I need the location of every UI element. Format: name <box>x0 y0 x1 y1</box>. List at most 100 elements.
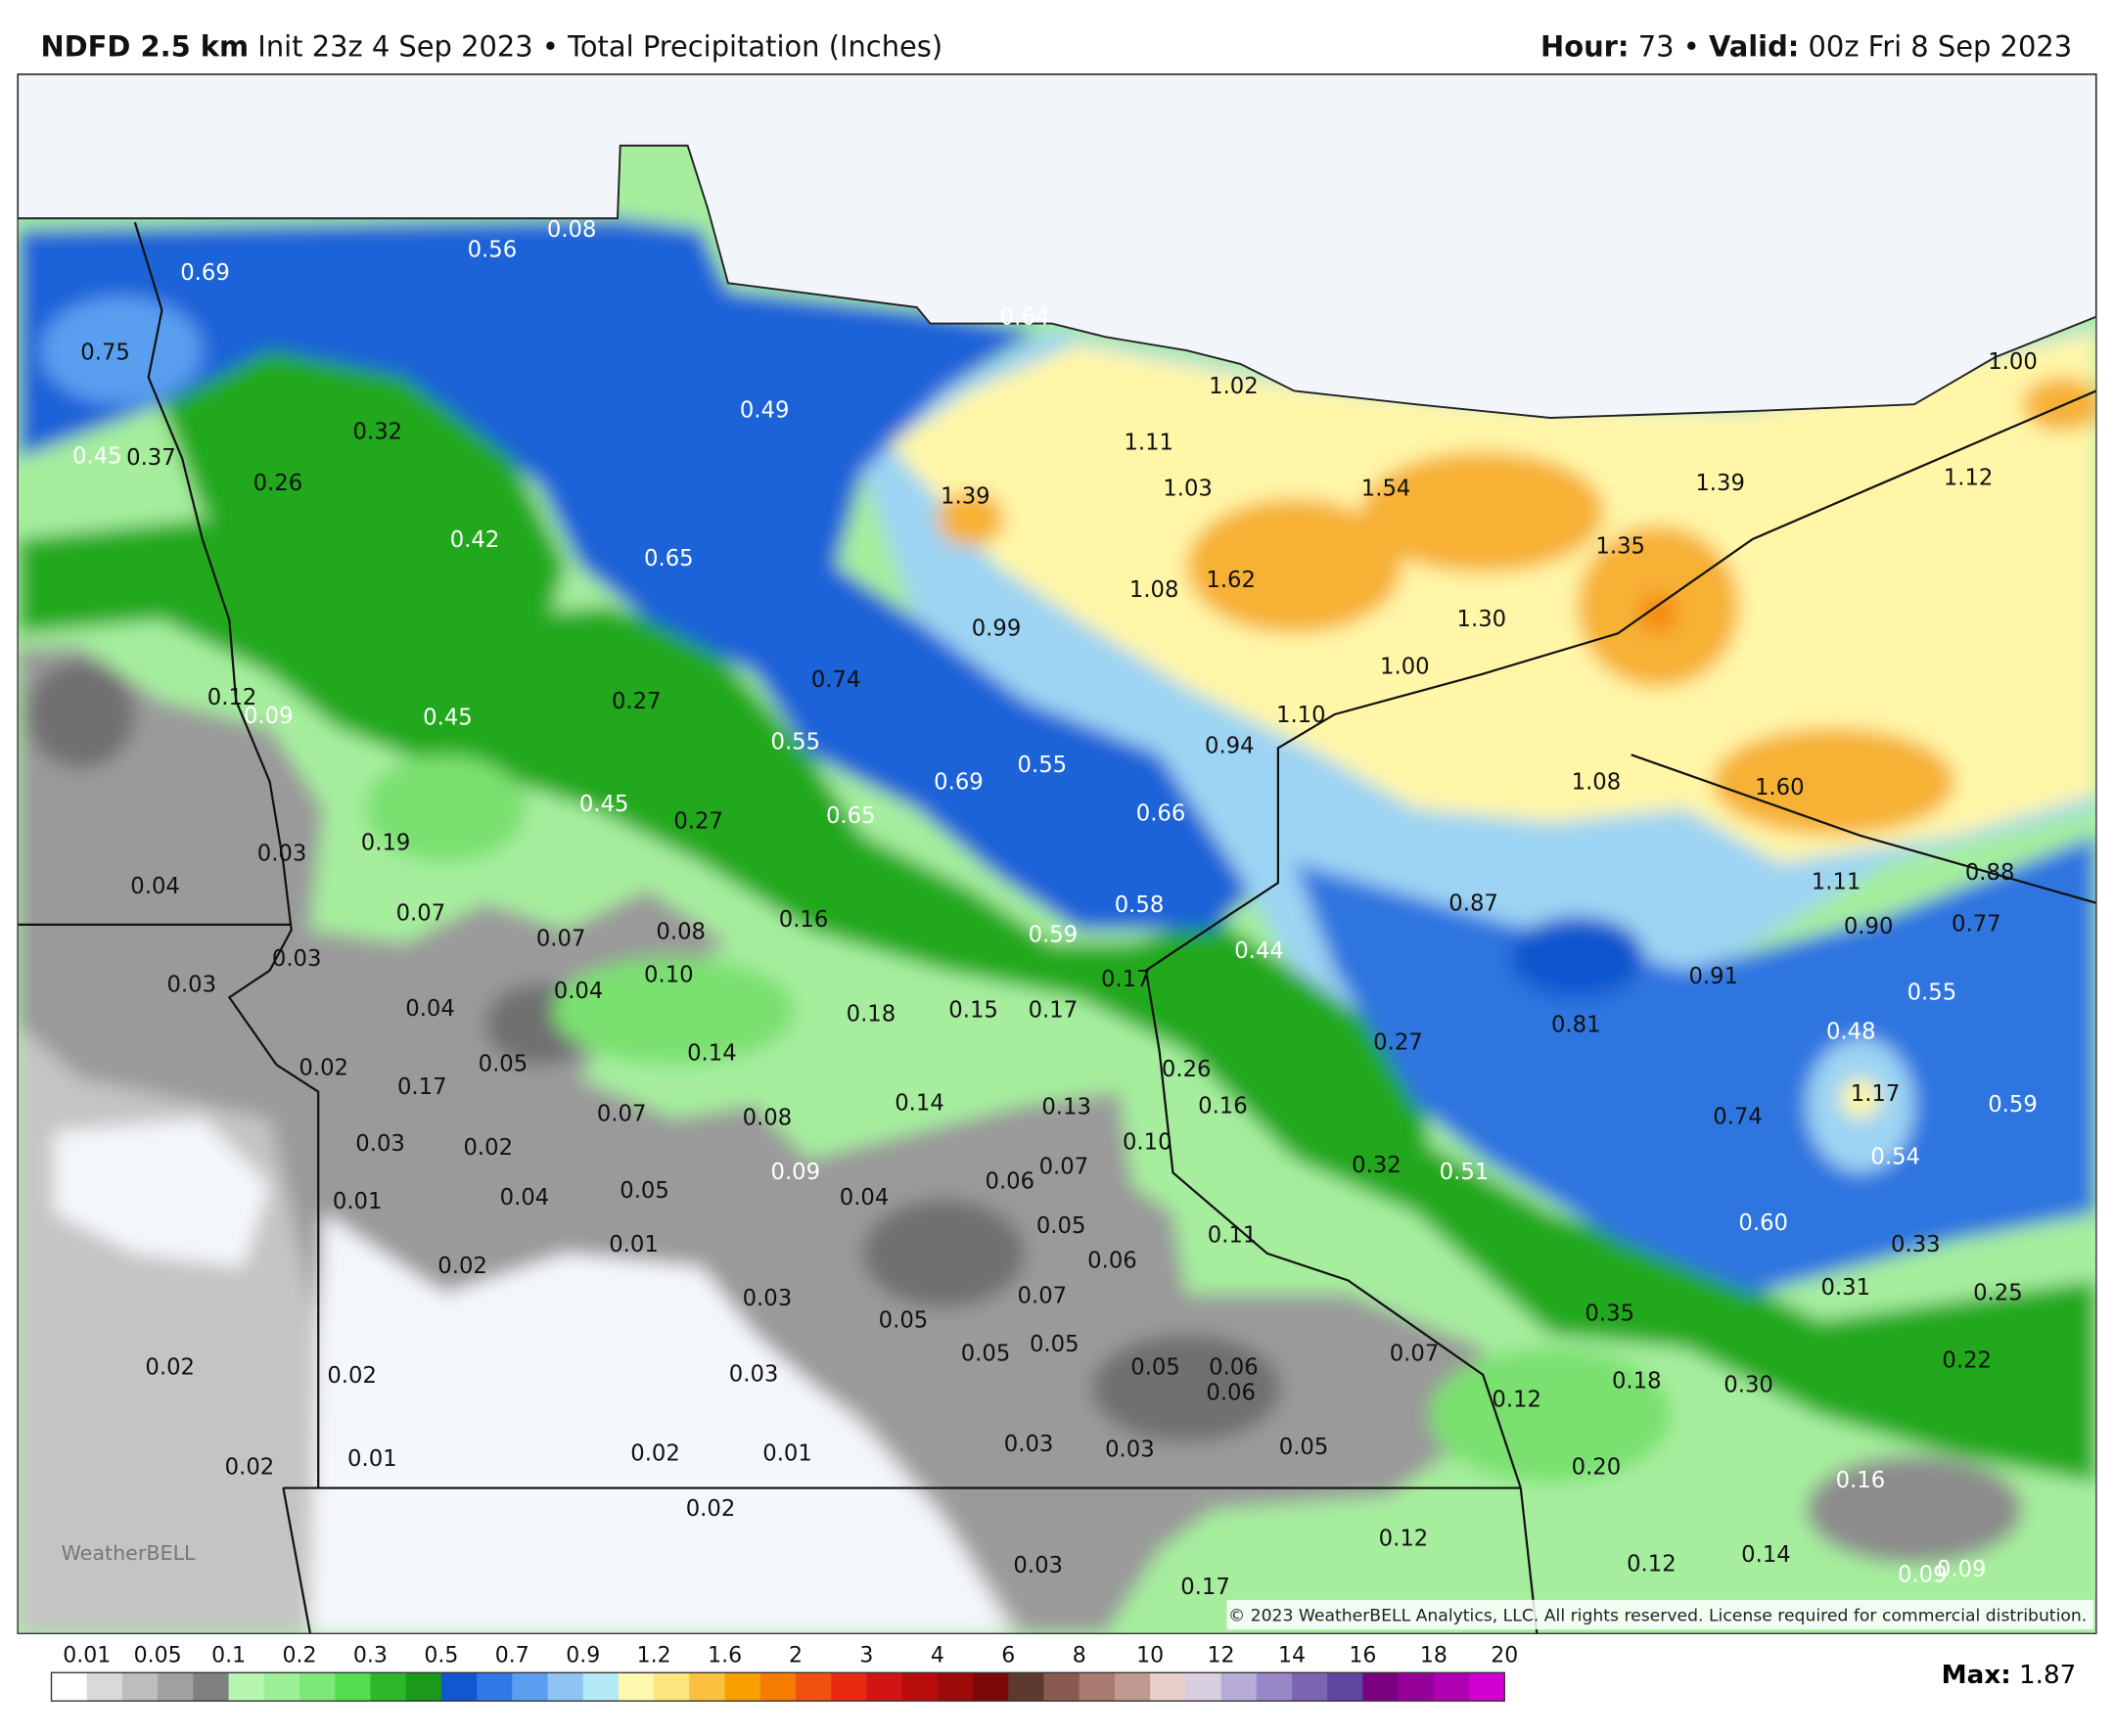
value-label: 0.37 <box>126 445 176 471</box>
value-label: 0.05 <box>1030 1332 1080 1357</box>
legend-tick-label: 2 <box>789 1644 803 1668</box>
legend-swatch <box>1256 1672 1293 1702</box>
legend-swatch <box>263 1672 300 1702</box>
legend-swatch <box>1327 1672 1363 1702</box>
value-label: 1.54 <box>1361 476 1411 501</box>
legend-swatch <box>1185 1672 1221 1702</box>
legend-swatch <box>86 1672 123 1702</box>
value-label: 0.02 <box>686 1496 736 1522</box>
value-label: 1.60 <box>1755 775 1805 800</box>
value-label: 0.16 <box>779 907 829 933</box>
value-label: 0.04 <box>130 874 180 899</box>
legend-frame <box>50 1671 1505 1702</box>
value-label: 0.32 <box>1352 1153 1402 1178</box>
value-label: 0.17 <box>1101 967 1151 992</box>
value-label: 0.49 <box>740 398 790 424</box>
value-label: 0.19 <box>361 831 411 856</box>
value-label: 0.94 <box>1205 734 1255 759</box>
logo: WeatherBELL <box>61 1541 196 1565</box>
value-label: 0.65 <box>826 803 876 829</box>
value-label: 0.33 <box>1891 1232 1941 1257</box>
value-label: 0.12 <box>1627 1552 1677 1577</box>
value-label: 0.88 <box>1965 860 2015 886</box>
legend-tick-label: 20 <box>1491 1644 1518 1668</box>
legend-tick-label: 12 <box>1208 1644 1235 1668</box>
value-label: 0.55 <box>1907 981 1957 1006</box>
value-label: 0.03 <box>1013 1553 1063 1578</box>
value-label: 0.51 <box>1440 1160 1490 1185</box>
value-label: 0.02 <box>145 1354 195 1380</box>
value-label: 1.11 <box>1124 431 1173 456</box>
legend-swatch <box>405 1672 442 1702</box>
value-label: 1.03 <box>1163 476 1213 501</box>
value-label: 1.39 <box>1695 471 1745 496</box>
value-label: 0.05 <box>620 1178 669 1204</box>
value-label: 0.22 <box>1942 1348 1992 1374</box>
legend-swatch <box>335 1672 371 1702</box>
value-label: 0.16 <box>1198 1093 1248 1119</box>
value-label: 0.09 <box>1937 1557 1987 1582</box>
value-label: 0.90 <box>1844 914 1894 939</box>
legend-swatch <box>512 1672 548 1702</box>
value-label: 1.39 <box>941 484 990 510</box>
value-label: 0.05 <box>479 1052 528 1077</box>
value-label: 0.30 <box>1723 1372 1773 1397</box>
hour: 73 <box>1638 30 1675 64</box>
value-label: 0.74 <box>1713 1104 1763 1129</box>
color-legend: 0.01 0.05 0.1 0.2 0.3 0.5 0.7 0.9 1.2 1.6 2 3 4 6 8 10 1… <box>50 1644 1518 1702</box>
legend-tick-label: 6 <box>1001 1644 1015 1668</box>
value-label: 0.17 <box>397 1074 447 1100</box>
legend-swatch <box>759 1672 797 1702</box>
value-label: 1.10 <box>1276 703 1326 728</box>
value-label: 0.07 <box>1018 1283 1068 1308</box>
value-label: 0.06 <box>1087 1249 1137 1274</box>
value-label: 0.12 <box>1492 1388 1541 1413</box>
value-label: 0.81 <box>1551 1013 1601 1038</box>
value-label: 0.55 <box>771 729 821 754</box>
value-label: 0.02 <box>437 1254 487 1279</box>
legend-tick-label: 10 <box>1136 1644 1164 1668</box>
legend-swatch <box>477 1672 513 1702</box>
legend-swatch <box>547 1672 584 1702</box>
legend-swatch <box>370 1672 407 1702</box>
value-label: 0.08 <box>656 920 706 945</box>
value-label: 0.03 <box>257 842 307 867</box>
legend-swatch <box>618 1672 655 1702</box>
legend-swatch <box>724 1672 761 1702</box>
legend-tick-label: 1.6 <box>708 1644 742 1668</box>
legend-swatch <box>1220 1672 1258 1702</box>
legend-swatch <box>831 1672 867 1702</box>
value-label: 0.04 <box>405 996 455 1022</box>
legend-swatch <box>1079 1672 1116 1702</box>
value-label: 0.01 <box>333 1189 383 1214</box>
value-label: 0.16 <box>1836 1468 1886 1493</box>
value-label: 0.04 <box>500 1185 550 1211</box>
value-label: 0.05 <box>1130 1354 1180 1380</box>
value-label: 0.14 <box>895 1091 944 1117</box>
value-label: 0.91 <box>1688 964 1738 989</box>
value-label: 0.02 <box>225 1454 275 1480</box>
separator: • <box>542 30 559 64</box>
legend-swatch <box>1433 1672 1470 1702</box>
value-label: 1.00 <box>1988 349 2038 375</box>
value-label: 1.02 <box>1209 374 1259 399</box>
value-label: 0.18 <box>1612 1368 1662 1393</box>
legend-tick-label: 0.3 <box>353 1644 388 1668</box>
legend-tick-label: 8 <box>1073 1644 1086 1668</box>
value-label: 0.55 <box>1018 753 1068 778</box>
legend-swatch <box>1150 1672 1186 1702</box>
value-label: 0.20 <box>1572 1454 1622 1480</box>
value-label: 0.26 <box>253 471 303 496</box>
legend-swatch <box>158 1672 194 1702</box>
legend-swatch <box>901 1672 939 1702</box>
value-label: 1.08 <box>1129 577 1179 603</box>
value-label: 0.07 <box>396 900 446 926</box>
value-label: 0.09 <box>771 1160 821 1185</box>
value-label: 0.27 <box>612 689 662 714</box>
valid-label: Valid: <box>1709 30 1799 64</box>
lake-and-canada <box>18 73 2096 419</box>
value-labels: 0.69 0.56 0.08 0.75 0.49 0.64 1.02 1.00 0.32 1.11… <box>72 217 2038 1600</box>
value-label: 0.56 <box>468 238 518 263</box>
value-label: 0.60 <box>1738 1211 1788 1236</box>
